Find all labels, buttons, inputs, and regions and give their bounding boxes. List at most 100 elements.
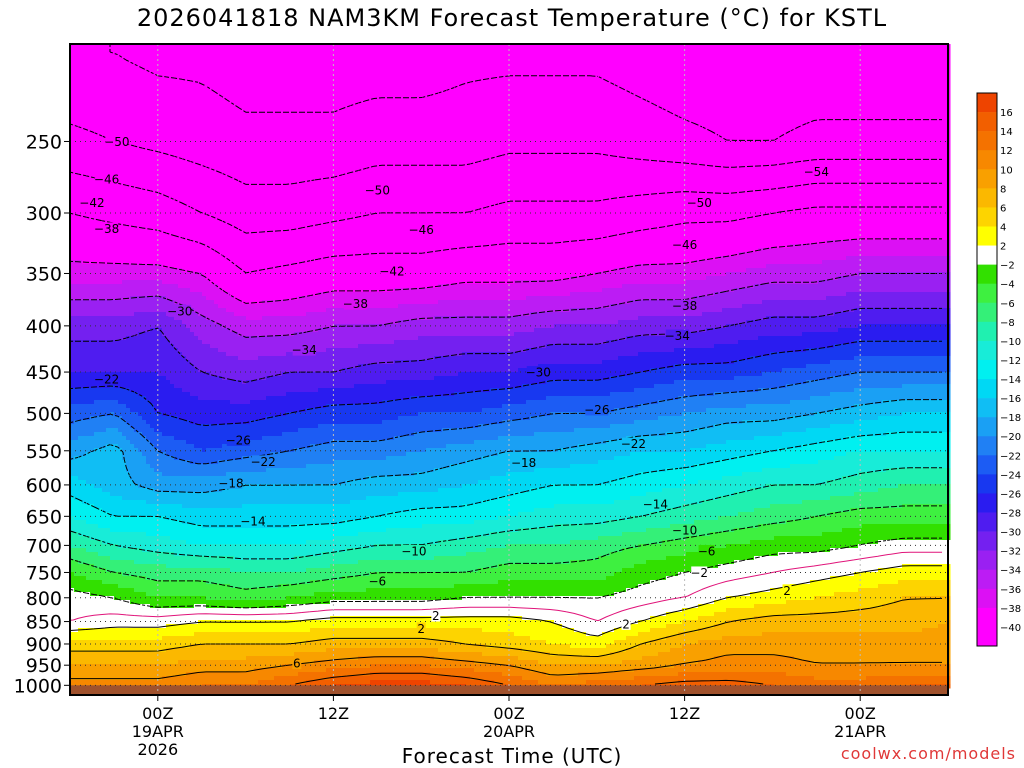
temperature-cell — [98, 404, 103, 409]
temperature-cell — [78, 296, 83, 301]
temperature-cell — [122, 164, 127, 169]
temperature-cell — [130, 304, 135, 309]
temperature-cell — [70, 152, 75, 157]
temperature-cell — [162, 580, 167, 585]
temperature-cell — [170, 492, 175, 497]
temperature-cell — [130, 168, 135, 173]
temperature-cell — [190, 312, 195, 317]
temperature-cell — [126, 96, 131, 101]
temperature-cell — [142, 256, 147, 261]
temperature-cell — [174, 140, 179, 145]
temperature-cell — [158, 600, 163, 605]
temperature-cell — [138, 220, 143, 225]
temperature-cell — [70, 508, 75, 513]
temperature-cell — [86, 100, 91, 105]
temperature-cell — [162, 548, 167, 553]
temperature-cell — [98, 452, 103, 457]
temperature-cell — [74, 492, 79, 497]
temperature-cell — [122, 576, 127, 581]
temperature-cell — [110, 600, 115, 605]
temperature-cell — [166, 356, 171, 361]
temperature-cell — [114, 360, 119, 365]
temperature-cell — [154, 312, 159, 317]
temperature-cell — [186, 656, 191, 661]
temperature-cell — [86, 640, 91, 645]
temperature-cell — [118, 292, 123, 297]
temperature-cell — [166, 52, 171, 57]
temperature-cell — [170, 396, 175, 401]
temperature-cell — [110, 304, 115, 309]
temperature-cell — [126, 532, 131, 537]
temperature-cell — [90, 128, 95, 133]
temperature-cell — [166, 276, 171, 281]
temperature-cell — [70, 208, 75, 213]
temperature-cell — [86, 620, 91, 625]
temperature-cell — [150, 188, 155, 193]
temperature-cell — [122, 360, 127, 365]
temperature-cell — [102, 460, 107, 465]
temperature-cell — [138, 592, 143, 597]
temperature-cell — [86, 420, 91, 425]
temperature-cell — [122, 332, 127, 337]
temperature-cell — [94, 620, 99, 625]
temperature-cell — [82, 288, 87, 293]
temperature-cell — [118, 100, 123, 105]
temperature-cell — [146, 452, 151, 457]
temperature-cell — [150, 84, 155, 89]
temperature-cell — [162, 680, 167, 685]
temperature-cell — [186, 348, 191, 353]
temperature-cell — [106, 356, 111, 361]
temperature-cell — [146, 92, 151, 97]
temperature-cell — [182, 108, 187, 113]
temperature-cell — [118, 472, 123, 477]
temperature-cell — [102, 520, 107, 525]
temperature-cell — [182, 624, 187, 629]
temperature-cell — [190, 172, 195, 177]
temperature-cell — [110, 628, 115, 633]
temperature-cell — [106, 100, 111, 105]
temperature-cell — [162, 340, 167, 345]
temperature-cell — [110, 448, 115, 453]
temperature-cell — [118, 196, 123, 201]
temperature-cell — [142, 444, 147, 449]
temperature-cell — [142, 528, 147, 533]
temperature-cell — [94, 432, 99, 437]
temperature-cell — [126, 164, 131, 169]
temperature-cell — [154, 244, 159, 249]
temperature-cell — [122, 640, 127, 645]
temperature-cell — [102, 416, 107, 421]
temperature-cell — [114, 516, 119, 521]
temperature-cell — [70, 100, 75, 105]
temperature-cell — [162, 420, 167, 425]
temperature-cell — [178, 664, 183, 669]
temperature-cell — [98, 184, 103, 189]
temperature-cell — [166, 560, 171, 565]
temperature-cell — [122, 392, 127, 397]
temperature-cell — [94, 612, 99, 617]
temperature-cell — [78, 520, 83, 525]
temperature-cell — [98, 92, 103, 97]
temperature-cell — [82, 560, 87, 565]
temperature-cell — [86, 176, 91, 181]
temperature-cell — [126, 264, 131, 269]
temperature-cell — [130, 572, 135, 577]
temperature-cell — [106, 552, 111, 557]
temperature-cell — [70, 84, 75, 89]
temperature-cell — [154, 620, 159, 625]
temperature-cell — [158, 364, 163, 369]
temperature-cell — [182, 488, 187, 493]
temperature-cell — [118, 444, 123, 449]
temperature-cell — [170, 564, 175, 569]
temperature-cell — [166, 48, 171, 53]
temperature-cell — [170, 508, 175, 513]
temperature-cell — [86, 616, 91, 621]
temperature-cell — [190, 340, 195, 345]
temperature-cell — [134, 68, 139, 73]
temperature-cell — [86, 608, 91, 613]
temperature-cell — [74, 312, 79, 317]
temperature-cell — [134, 160, 139, 165]
temperature-cell — [138, 584, 143, 589]
temperature-cell — [130, 552, 135, 557]
temperature-cell — [94, 412, 99, 417]
temperature-cell — [154, 392, 159, 397]
